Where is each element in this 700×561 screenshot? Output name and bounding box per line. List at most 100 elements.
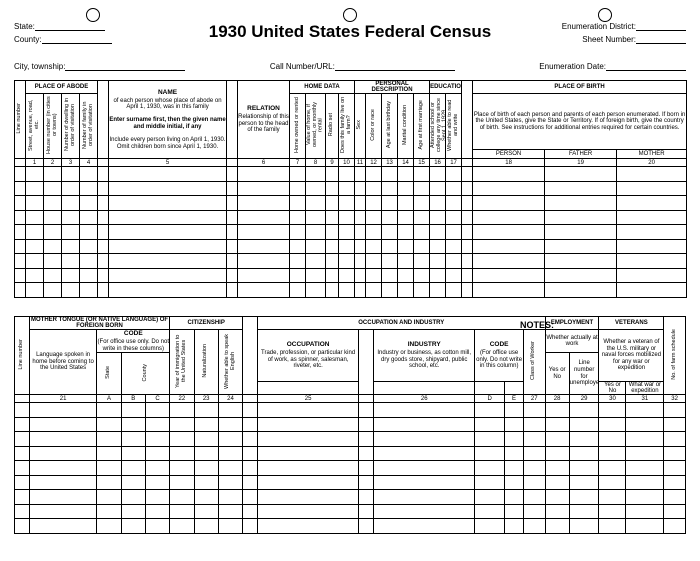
col-number: 7 xyxy=(290,159,306,167)
col-number: 6 xyxy=(238,159,290,167)
home-data-header: HOME DATA xyxy=(290,81,355,94)
personal-col: Age at last birthday xyxy=(386,100,394,149)
col-number xyxy=(462,159,473,167)
county-label: County: xyxy=(14,35,42,44)
citizenship-col: Whether able to speak English xyxy=(224,330,238,392)
table-row xyxy=(15,475,686,490)
pob-note: Place of birth of each person and parent… xyxy=(473,94,687,150)
col-number: 1 xyxy=(26,159,44,167)
state-label: State: xyxy=(14,22,35,31)
abode-col: Number of dwelling in order of visitatio… xyxy=(64,94,78,156)
sheet-num-label: Sheet Number: xyxy=(582,35,636,44)
col-number: 31 xyxy=(626,395,664,403)
enum-dist-label: Enumeration District: xyxy=(562,22,636,31)
col-number: D xyxy=(475,395,505,403)
occ-code-col: CODE (For office use only. Do not write … xyxy=(475,330,524,382)
pob-header: PLACE OF BIRTH xyxy=(473,81,687,94)
table-row xyxy=(15,432,686,447)
col-number: 29 xyxy=(569,395,599,403)
col-number: 18 xyxy=(473,159,545,167)
table-row xyxy=(15,283,687,298)
table-row xyxy=(15,417,686,432)
table-row xyxy=(15,225,687,240)
col-number: 19 xyxy=(545,159,617,167)
col-number: 10 xyxy=(339,159,355,167)
personal-col: Sex xyxy=(356,119,364,130)
table-row xyxy=(15,461,686,476)
column-numbers-top: 1234567891011121314151617181920 xyxy=(15,159,687,167)
table-row xyxy=(15,519,686,534)
veterans-header: VETERANS xyxy=(599,317,664,330)
census-table-top: Line number PLACE OF ABODE NAME of each … xyxy=(14,80,687,298)
table-row xyxy=(15,196,687,211)
col-number: 20 xyxy=(617,159,687,167)
col-number: 23 xyxy=(194,395,218,403)
line-number-label: Line number xyxy=(16,102,24,135)
col-number: C xyxy=(145,395,169,403)
emp-linenum: Line number for unemployed xyxy=(569,353,599,395)
col-number: 17 xyxy=(446,159,462,167)
col-number xyxy=(359,395,374,403)
col-number: B xyxy=(121,395,145,403)
col-number: 8 xyxy=(306,159,326,167)
personal-col: Age at first marriage xyxy=(418,99,426,151)
pob-father: FATHER xyxy=(545,150,617,159)
col-number: A xyxy=(97,395,121,403)
call-url-label: Call Number/URL: xyxy=(270,62,335,71)
col-number: 11 xyxy=(355,159,366,167)
lang-spoken-col: Language spoken in home before coming to… xyxy=(29,330,97,395)
table-row xyxy=(15,490,686,505)
abode-col: Street, avenue, road, etc. xyxy=(28,94,42,156)
table-row xyxy=(15,268,687,283)
emp-yesno: Yes or No xyxy=(545,353,569,395)
veterans-desc: Whether a veteran of the U.S. military o… xyxy=(599,330,664,382)
name-header: NAME of each person whose place of abode… xyxy=(109,81,227,159)
personal-col: Color or race xyxy=(370,108,378,142)
col-number: E xyxy=(505,395,524,403)
enum-date-label: Enumeration Date: xyxy=(539,62,606,71)
census-table-bottom: Line number MOTHER TONGUE (OR NATIVE LAN… xyxy=(14,316,686,534)
line-number-label: Line number xyxy=(18,338,26,371)
col-number xyxy=(243,395,258,403)
home-col: Home owned or rented xyxy=(294,96,302,154)
mt-code-sub: State xyxy=(105,365,113,380)
table-row xyxy=(15,239,687,254)
citizenship-col: Naturalization xyxy=(202,343,210,379)
col-number xyxy=(227,159,238,167)
mt-code-header: CODE (For office use only. Do not write … xyxy=(97,330,170,353)
education-header: EDUCATION xyxy=(430,81,462,94)
col-number: 14 xyxy=(398,159,414,167)
occupation-col: OCCUPATION Trade, profession, or particu… xyxy=(257,330,358,382)
col-number: 16 xyxy=(430,159,446,167)
col-number: 12 xyxy=(366,159,382,167)
table-row xyxy=(15,210,687,225)
col-number xyxy=(15,159,26,167)
col-number: 4 xyxy=(80,159,98,167)
form-header: State: County: 1930 United States Federa… xyxy=(14,22,686,48)
abode-col: Number of family in order of visitation xyxy=(82,94,96,156)
table-row xyxy=(15,403,686,418)
citizenship-header: CITIZENSHIP xyxy=(170,317,243,330)
col-number: 13 xyxy=(382,159,398,167)
mt-code-sub: County xyxy=(142,363,150,382)
col-number: 26 xyxy=(374,395,475,403)
table-row xyxy=(15,446,686,461)
col-number xyxy=(15,395,30,403)
occ-ind-header: OCCUPATION AND INDUSTRY xyxy=(257,317,545,330)
col-number: 22 xyxy=(170,395,194,403)
citizenship-col: Year of immigration to the United States xyxy=(175,330,189,392)
col-number: 32 xyxy=(664,395,686,403)
pob-mother: MOTHER xyxy=(617,150,687,159)
col-number: 24 xyxy=(218,395,242,403)
col-number: 28 xyxy=(545,395,569,403)
notes-label: NOTES: xyxy=(520,320,554,330)
table-row xyxy=(15,254,687,269)
vet-war: What war or expedition xyxy=(626,382,664,395)
home-col: Radio set xyxy=(328,112,336,137)
class-worker-col: Class of Worker xyxy=(530,340,538,381)
col-number: 3 xyxy=(62,159,80,167)
punch-hole xyxy=(598,8,612,22)
vet-yesno: Yes or No xyxy=(599,382,626,395)
col-number: 5 xyxy=(109,159,227,167)
col-number xyxy=(98,159,109,167)
